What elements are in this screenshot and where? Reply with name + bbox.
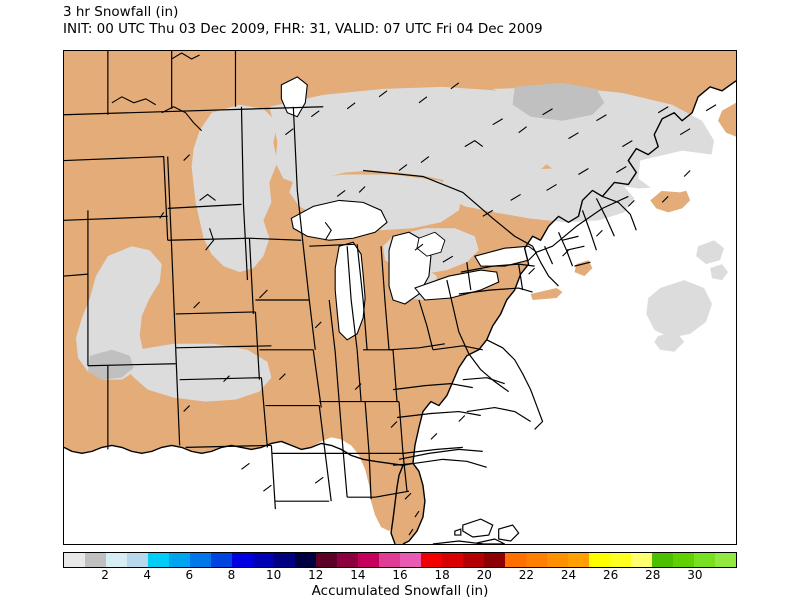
lake-ontario [473,245,538,267]
colorbar-tick-label: 28 [645,568,661,582]
colorbar-tick-label: 8 [227,568,236,582]
colorbar-segment [127,553,148,567]
inland-water-detail [111,52,717,536]
figure-subtitle: INIT: 00 UTC Thu 03 Dec 2009, FHR: 31, V… [63,21,543,37]
colorbar-segment [232,553,253,567]
colorbar-segment [463,553,484,567]
snow-patch-atlantic-small-b [710,264,729,281]
colorbar-segment [337,553,358,567]
colorbar-tick-label: 26 [602,568,619,582]
colorbar-segment [295,553,316,567]
colorbar-tick-label: 24 [560,568,577,582]
colorbar-tick-label: 6 [185,568,194,582]
gulf-of-st-lawrence [638,150,723,193]
colorbar-segment [484,553,505,567]
colorbar-segment [505,553,526,567]
snow-region-new-england [442,168,635,223]
figure-title-block: 3 hr Snowfall (in) INIT: 00 UTC Thu 03 D… [63,4,543,38]
colorbar-tick-label: 30 [687,568,703,582]
colorbar-segment [379,553,400,567]
page-title: 3 hr Snowfall (in) [63,4,179,20]
colorbar-segment [106,553,127,567]
map-canvas [64,51,736,544]
colorbar-tick-label: 20 [476,568,492,582]
snow-core-quebec [512,82,605,121]
colorbar-segment [253,553,274,567]
colorbar-segment [547,553,568,567]
colorbar-segment [589,553,610,567]
land-florida [391,463,425,544]
colorbar-tick-label: 2 [101,568,109,582]
colorbar-caption: Accumulated Snowfall (in) [311,583,489,599]
colorbar-segment [85,553,106,567]
colorbar-segment [715,553,736,567]
snow-region-upper-midwest [191,104,278,273]
colorbar-tick-label: 12 [308,568,324,582]
lake-erie [414,269,500,301]
lake-winnipeg [280,76,308,118]
colorbar-segment [673,553,694,567]
colorbar-tick-label: 22 [518,568,535,582]
snow-region-colorado [75,246,162,380]
snow-patch-atlantic-large [646,280,713,338]
colorbar-tick-label: 4 [143,568,152,582]
colorbar-tick-label: 16 [392,568,408,582]
colorbar-segment [169,553,190,567]
colorbar-segment [421,553,442,567]
colorbar-tick-label: 18 [434,568,450,582]
colorbar-segment [274,553,295,567]
colorbar-segment [190,553,211,567]
colorbar-segment [316,553,337,567]
colorbar-segment [148,553,169,567]
colorbar-segment [694,553,715,567]
colorbar-segment [568,553,589,567]
snow-patch-atlantic-small-c [654,331,685,352]
colorbar-segment [652,553,673,567]
colorbar-segment [358,553,379,567]
colorbar-tick-label: 14 [350,568,366,582]
coastline [64,80,736,544]
colorbar-segment [631,553,652,567]
colorbar[interactable] [63,552,737,568]
colorbar-segment [610,553,631,567]
snow-region-great-lakes-north [269,86,563,187]
snow-patch-atlantic-small-a [696,240,725,265]
colorbar-segment [211,553,232,567]
land-newfoundland [718,102,736,137]
colorbar-segment [64,553,85,567]
colorbar-segment [442,553,463,567]
land-cape-cod [574,260,593,277]
colorbar-tick-label: 10 [265,568,282,582]
colorbar-segment [400,553,421,567]
land-cuba [432,540,483,544]
colorbar-tick-labels: 2 4 6 8 10 12 14 16 18 20 22 24 26 28 30 [63,568,737,584]
colorbar-segment [526,553,547,567]
lake-superior [290,199,388,241]
snow-region-new-mexico [127,343,272,402]
map-panel[interactable] [63,50,737,545]
land-long-island [530,288,563,300]
